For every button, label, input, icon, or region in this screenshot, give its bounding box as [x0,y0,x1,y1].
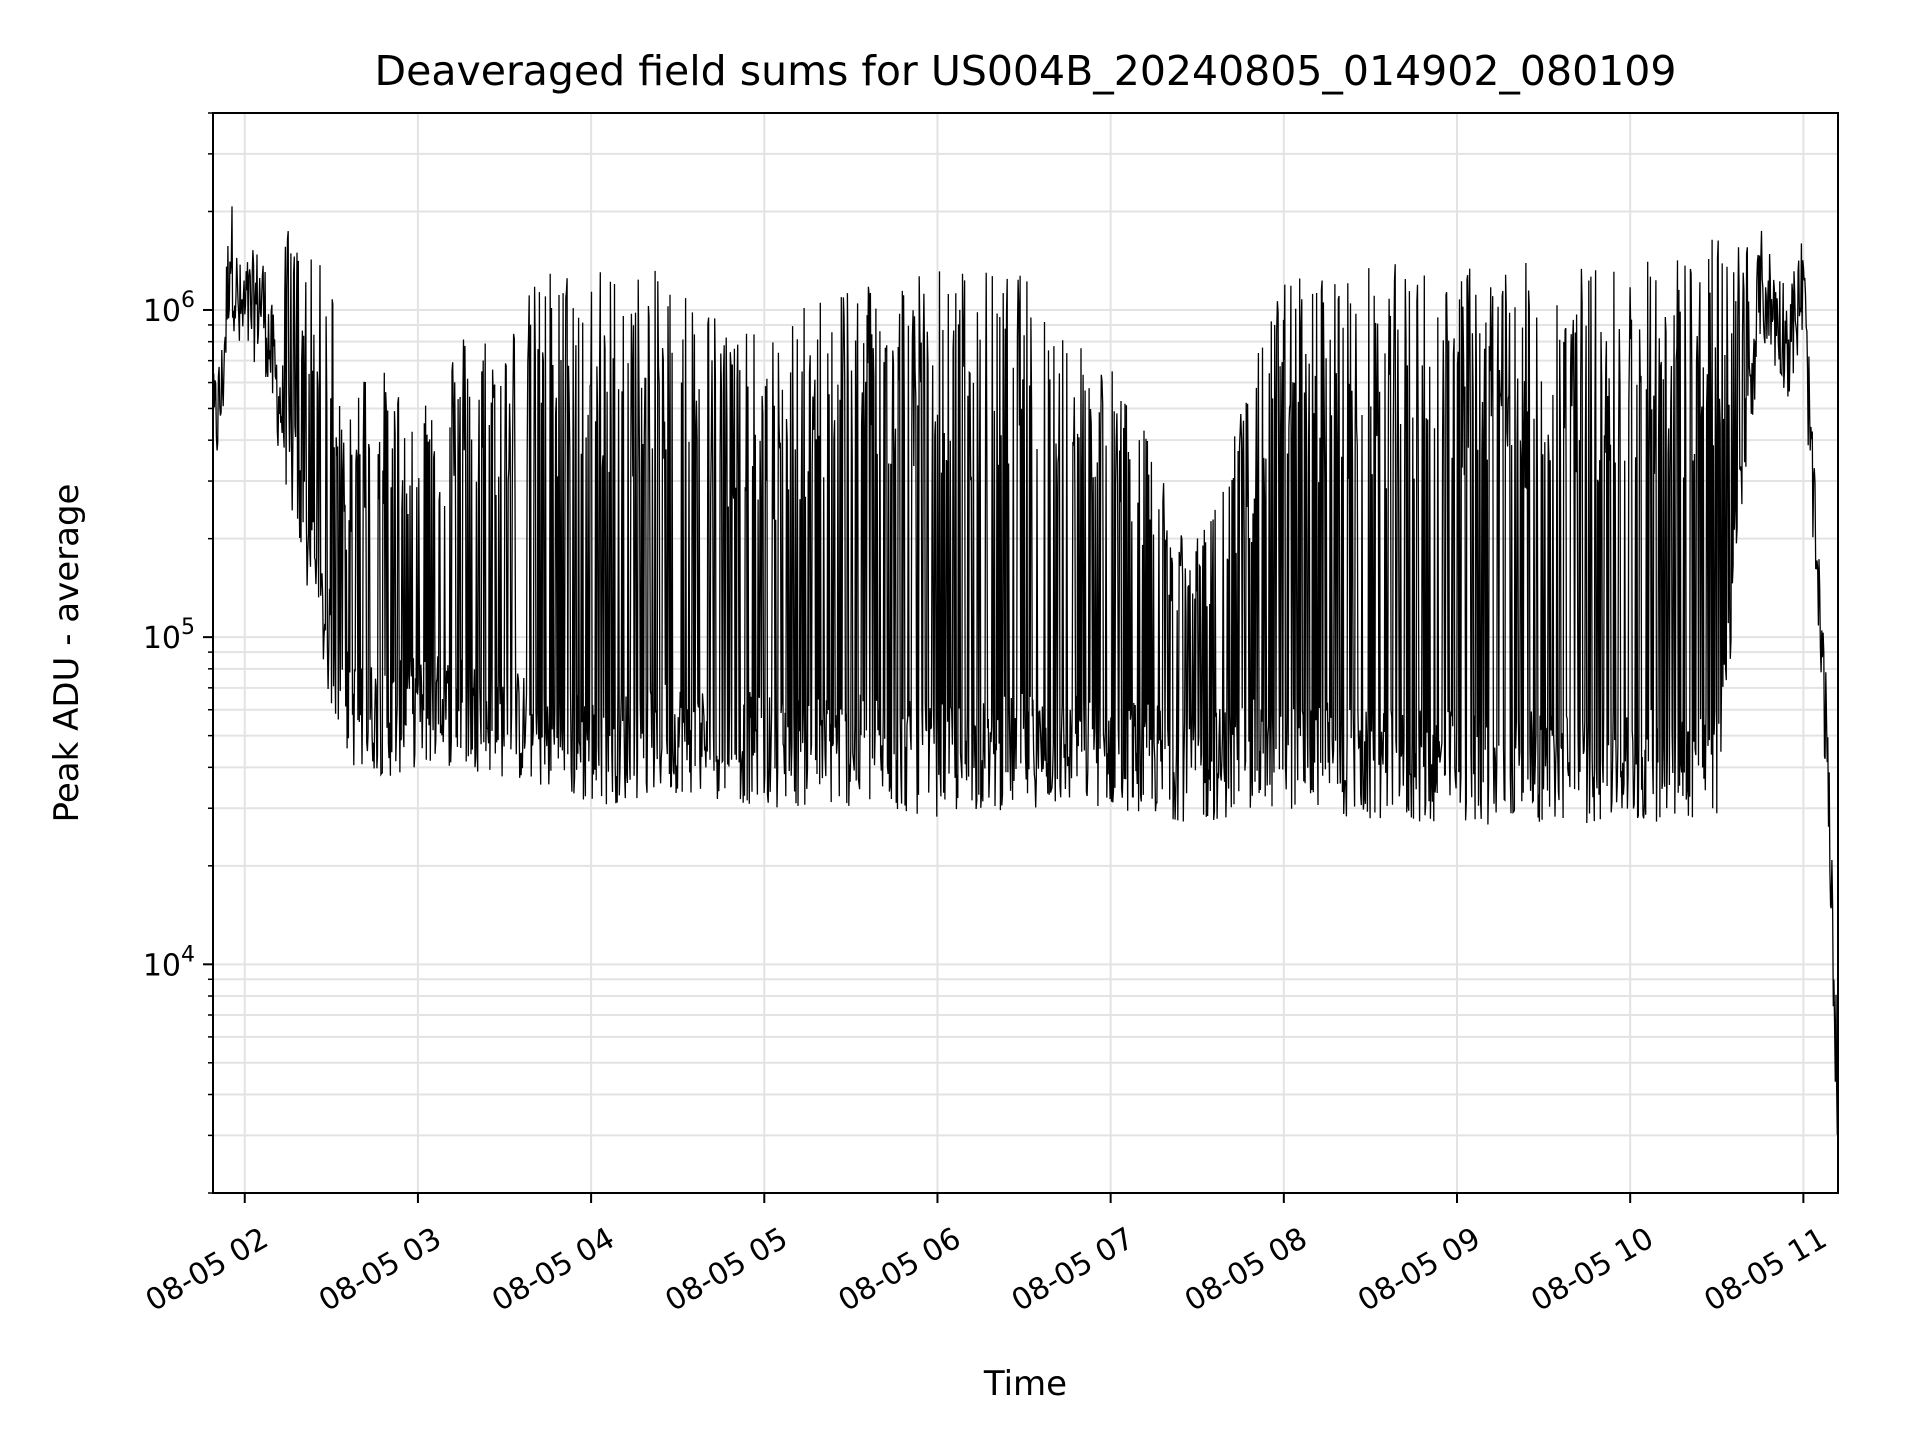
y-axis-title: Peak ADU - average [47,484,87,823]
y-tick-label: 106 [143,288,195,329]
x-axis-title: Time [983,1364,1067,1404]
x-tick-label: 08-05 03 [313,1221,447,1319]
x-axis: 08-05 02 08-05 03 08-05 04 08-05 05 08-05 06… [140,1193,1833,1319]
x-tick-label: 08-05 11 [1699,1221,1833,1319]
x-tick-label: 08-05 07 [1006,1221,1140,1319]
series-line [212,206,1839,1135]
y-axis: 104 105 106 [143,112,213,1194]
x-tick-label: 08-05 05 [659,1221,793,1319]
plot-area [212,206,1839,1135]
y-tick-label: 104 [143,942,195,983]
plot-frame [212,112,1839,1194]
chart-title: Deaveraged field sums for US004B_2024080… [375,47,1677,95]
x-tick-label: 08-05 02 [140,1221,274,1319]
x-tick-label: 08-05 04 [486,1221,620,1319]
y-tick-label: 105 [143,615,195,656]
x-tick-label: 08-05 10 [1525,1221,1659,1319]
x-tick-label: 08-05 09 [1352,1221,1486,1319]
x-tick-label: 08-05 08 [1179,1221,1313,1319]
x-tick-label: 08-05 06 [833,1221,967,1319]
